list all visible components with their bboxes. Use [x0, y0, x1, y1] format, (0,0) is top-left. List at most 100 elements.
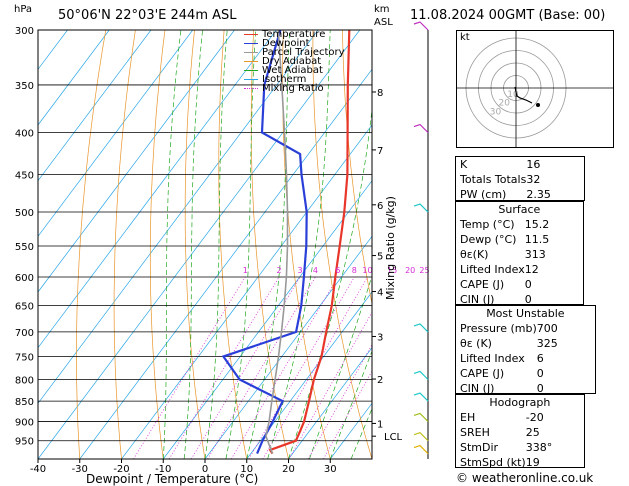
km-tick-label: 5 [377, 252, 383, 263]
index-row: K 16 [460, 158, 541, 171]
hodograph-panel: Hodograph EH -20 SREH 25 StmDir 338° StmSpd… [455, 394, 585, 469]
pressure-tick-label: 350 [15, 81, 34, 92]
km-tick-label: 6 [377, 201, 383, 212]
wind-barb [413, 323, 429, 333]
km-tick-label: 7 [377, 146, 383, 157]
profile-lines [221, 30, 351, 455]
km-tick-label: 8 [377, 88, 383, 99]
legend: Temperature Dewpoint Parcel Trajectory D… [244, 30, 345, 94]
isotherm-line [38, 30, 110, 126]
hodograph-unit: kt [460, 32, 470, 43]
dry-adiabat-line [76, 30, 107, 459]
isotherm-line [288, 347, 372, 459]
wind-barb [413, 123, 429, 133]
height-unit-asl: ASL [374, 17, 393, 28]
km-tick-label: 1 [377, 419, 383, 430]
mixing-ratio-line [323, 370, 372, 459]
isotherm-line [38, 30, 277, 349]
wind-barb [413, 412, 429, 422]
legend-mixing-ratio: Mixing Ratio [244, 84, 345, 94]
pressure-tick-label: 400 [15, 129, 34, 140]
dewpoint-line [221, 30, 308, 455]
pressure-tick-label: 600 [15, 273, 34, 284]
wet-adiabat-line [288, 106, 372, 459]
lcl-label: LCL [384, 432, 403, 443]
dry-adiabat-line [113, 30, 136, 459]
indices-panel: K 16 Totals Totals 32 PW (cm) 2.35 [455, 156, 586, 201]
index-row: PW (cm) 2.35 [460, 188, 551, 201]
pressure-unit-label: hPa [14, 4, 33, 15]
isotherm-line [204, 235, 372, 459]
x-tick-label: -40 [30, 464, 46, 475]
wind-barbs [413, 21, 429, 459]
mixing-ratio-line [190, 276, 301, 459]
legend-isotherm: Isotherm [244, 75, 345, 85]
isotherm-line [79, 68, 372, 459]
mixing-ratio-label: 20 [405, 266, 415, 275]
mixing-ratio-line [168, 276, 280, 459]
pressure-tick-label: 900 [15, 417, 34, 428]
dry-adiabat-line [149, 30, 166, 459]
mixing-ratio-label: 4 [313, 266, 318, 275]
surface-title: Surface [498, 203, 541, 216]
x-axis-label: Dewpoint / Temperature (°C) [86, 472, 259, 486]
hodograph-ring-label: 30 [490, 107, 502, 117]
legend-dry-adiabat: Dry Adiabat [244, 57, 345, 67]
dry-adiabat-line [312, 30, 372, 459]
hodograph-ring-label: 20 [499, 99, 511, 109]
km-tick-label: 4 [377, 288, 383, 299]
wind-barb [413, 21, 429, 31]
wet-adiabat-line [162, 30, 182, 459]
height-unit-label: km [374, 4, 390, 15]
hodograph-table-title: Hodograph [489, 396, 551, 409]
most-unstable-title: Most Unstable [486, 307, 565, 320]
dry-adiabat-line [342, 30, 372, 305]
legend-dewpoint: Dewpoint [244, 39, 345, 49]
pressure-tick-label: 850 [15, 397, 34, 408]
pressure-tick-label: 700 [15, 328, 34, 339]
mixing-ratio-label: 25 [419, 266, 429, 275]
storm-motion-dot [536, 103, 540, 107]
pressure-tick-label: 450 [15, 170, 34, 181]
location-title: 50°06'N 22°03'E 244m ASL [58, 8, 237, 23]
isotherm-line [38, 30, 235, 293]
mixing-ratio-axis-label: Mixing Ratio (g/kg) [384, 196, 397, 300]
pressure-tick-label: 650 [15, 302, 34, 313]
wet-adiabat-line [267, 30, 331, 459]
mixing-ratio-label: 1 [243, 266, 248, 275]
mixing-ratio-line [288, 311, 372, 459]
mixing-ratio-label: 8 [352, 266, 357, 275]
wet-adiabat-line [309, 274, 372, 459]
temperature-line [268, 30, 351, 455]
isotherm-line [38, 30, 194, 237]
legend-wet-adiabat: Wet Adiabat [244, 66, 345, 76]
dry-adiabat-line [218, 30, 248, 459]
x-tick-label: 10 [240, 464, 253, 475]
legend-parcel: Parcel Trajectory [244, 48, 345, 58]
pressure-tick-label: 950 [15, 437, 34, 448]
wet-adiabat-line [204, 30, 228, 459]
pressure-tick-label: 800 [15, 375, 34, 386]
pressure-tick-label: 550 [15, 242, 34, 253]
wind-barb [413, 392, 429, 402]
x-tick-label: 0 [202, 464, 208, 475]
most-unstable-panel: Most Unstable Pressure (mb) 700 θε (K) 325… [455, 305, 596, 395]
x-tick-label: 20 [282, 464, 295, 475]
wet-adiabat-line [183, 30, 203, 459]
plot-frame [37, 29, 373, 460]
isotherm-line [246, 291, 372, 459]
valid-time: 11.08.2024 00GMT (Base: 00) [410, 8, 606, 23]
x-tick-label: -10 [155, 464, 171, 475]
isotherm-line [38, 30, 152, 182]
pressure-tick-label: 750 [15, 352, 34, 363]
parcel-trajectory-line [265, 30, 289, 454]
copyright-footer[interactable]: © weatheronline.co.uk [456, 471, 594, 485]
axes: 1 2 3 4 6 8 10 15 20 2530035040045050055060065070… [15, 26, 430, 475]
wind-barb [413, 203, 429, 213]
mixing-ratio-label: 2 [277, 266, 282, 275]
index-row: Totals Totals 32 [460, 173, 541, 186]
surface-panel: Surface Temp (°C) 15.2 Dewp (°C) 11.5 θε(K… [455, 201, 584, 306]
x-tick-label: -20 [113, 464, 129, 475]
